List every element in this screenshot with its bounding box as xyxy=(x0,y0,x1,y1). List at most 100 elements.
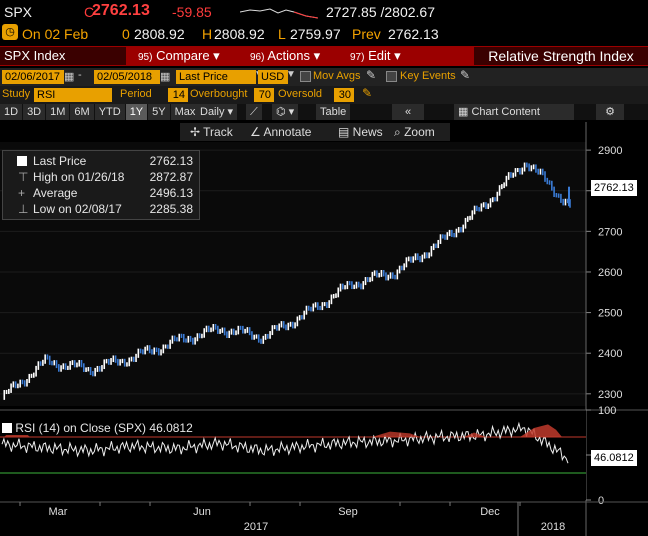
ticker: SPX xyxy=(4,4,33,20)
end-date-input[interactable]: 02/05/2018 xyxy=(94,70,160,84)
currency-select[interactable]: USD xyxy=(258,70,288,84)
rsi-label: RSI (14) on Close (SPX) 46.0812 xyxy=(2,421,197,435)
candle-icon[interactable]: ⌬ ▾ xyxy=(272,104,300,120)
overbought-input[interactable]: 70 xyxy=(254,88,274,102)
rsi-axis-label: 0 xyxy=(598,495,604,507)
rsi-line xyxy=(1,421,569,464)
high-value: 2808.92 xyxy=(214,26,265,42)
chart-content-button[interactable]: ▦ Chart Content xyxy=(454,104,575,120)
zoom-button[interactable]: ⌕ Zoom xyxy=(394,125,435,139)
legend-row: ⊥ Low on 02/08/17 2285.38 xyxy=(3,201,199,217)
actions-button[interactable]: 96) Actions ▾ xyxy=(250,47,320,65)
track-label: Track xyxy=(203,125,233,139)
chart-canvas[interactable]: 2300240025002600270028002900050100MarJun… xyxy=(0,122,648,536)
date-controls: 02/06/2017 ▦ - 02/05/2018 ▦ Last Price ▼… xyxy=(0,68,648,86)
period-label: Period xyxy=(120,88,152,100)
period-1d[interactable]: 1D xyxy=(0,104,24,120)
mov-avgs-label: Mov Avgs xyxy=(313,70,361,82)
overbought-fill xyxy=(464,432,486,437)
chevron-down-icon[interactable]: ▼ xyxy=(286,69,296,80)
line-chart-icon[interactable]: ⟋ xyxy=(246,104,263,120)
tool-strip: ✢ Track ∠ Annotate ▤ News ⌕ Zoom xyxy=(180,123,450,141)
open-label: 0 xyxy=(122,26,130,42)
frequency-select[interactable]: Daily ▾ xyxy=(196,104,239,120)
table-button[interactable]: Table xyxy=(316,104,352,120)
legend-row: Last Price 2762.13 xyxy=(3,153,199,169)
study-label: Study xyxy=(2,88,31,100)
edit-num: 97) xyxy=(350,52,365,63)
overbought-fill xyxy=(372,431,420,437)
overbought-fill xyxy=(520,424,562,437)
key-events-label: Key Events xyxy=(400,70,456,82)
key-events-checkbox[interactable] xyxy=(386,71,397,82)
news-button[interactable]: ▤ News xyxy=(338,125,383,139)
legend-marker-icon: + xyxy=(18,186,26,200)
legend-label: High on 01/26/18 xyxy=(33,170,125,184)
high-label: H xyxy=(202,26,213,42)
year-label: 2018 xyxy=(541,521,565,533)
last-price: 2762.13 xyxy=(92,2,150,19)
chevron-down-icon: ▾ xyxy=(213,48,220,63)
price-axis-label: 2600 xyxy=(598,267,622,279)
edit-button[interactable]: 97) Edit ▾ xyxy=(350,47,401,65)
legend-row: + Average 2496.13 xyxy=(3,185,199,201)
period-bar: 1D 3D 1M 6M YTD 1Y 5Y Max Daily ▾ ⟋ ⌬ ▾ Table «… xyxy=(0,104,648,120)
chevron-down-icon: ▾ xyxy=(394,48,401,63)
calendar-icon[interactable]: ▦ xyxy=(160,71,171,83)
price-axis-label: 2300 xyxy=(598,389,622,401)
period-3d[interactable]: 3D xyxy=(23,104,47,120)
security-title: SPX Index xyxy=(0,47,126,65)
change-marker: C xyxy=(84,4,95,20)
period-6m[interactable]: 6M xyxy=(70,104,95,120)
price-axis-label: 2900 xyxy=(598,145,622,157)
quote-header: SPX C 2762.13 -59.85 2727.85 /2802.67 xyxy=(0,0,648,22)
pencil-icon[interactable]: ✎ xyxy=(366,68,377,82)
price-type-select[interactable]: Last Price xyxy=(176,70,256,84)
period-1y[interactable]: 1Y xyxy=(125,104,149,120)
rsi-badge: 46.0812 xyxy=(591,450,637,466)
period-1m[interactable]: 1M xyxy=(46,104,71,120)
period-input[interactable]: 14 xyxy=(168,88,188,102)
day-range: 2727.85 /2802.67 xyxy=(326,4,435,20)
edit-label: Edit xyxy=(368,48,391,63)
rsi-swatch xyxy=(2,423,12,433)
last-price-badge: 2762.13 xyxy=(591,180,637,196)
chart-icon: ▦ xyxy=(458,106,469,118)
open-value: 2808.92 xyxy=(134,26,185,42)
period-list: 1D 3D 1M 6M YTD 1Y 5Y Max xyxy=(0,104,201,120)
x-axis-label: Mar xyxy=(49,506,68,518)
pencil-icon[interactable]: ✎ xyxy=(460,68,471,82)
collapse-icon[interactable]: « xyxy=(392,104,425,120)
price-axis-label: 2500 xyxy=(598,308,622,320)
calendar-icon[interactable]: ▦ xyxy=(64,71,75,83)
chart-legend: Last Price 2762.13 ⊤ High on 01/26/18 2872.8… xyxy=(2,150,200,220)
pencil-icon[interactable]: ✎ xyxy=(362,86,373,100)
rsi-label-text: RSI (14) on Close (SPX) 46.0812 xyxy=(15,421,193,435)
annotate-label: Annotate xyxy=(263,125,312,139)
study-select[interactable]: RSI xyxy=(34,88,112,102)
low-value: 2759.97 xyxy=(290,26,341,42)
legend-marker-icon: ⊥ xyxy=(18,202,29,216)
price-change: -59.85 xyxy=(172,4,212,20)
study-controls: Study RSI Period 14 Overbought 70 Overso… xyxy=(0,86,648,104)
compare-button[interactable]: 95) Compare ▾ xyxy=(138,47,220,65)
chart-tools: ✢ Track ∠ Annotate ▤ News ⌕ Zoom xyxy=(0,122,648,142)
start-date-input[interactable]: 02/06/2017 xyxy=(2,70,64,84)
annotate-button[interactable]: ∠ Annotate xyxy=(250,125,312,139)
x-axis-label: Sep xyxy=(338,506,358,518)
year-label: 2017 xyxy=(244,521,268,533)
compare-label: Compare xyxy=(156,48,210,63)
gear-icon[interactable]: ⚙ xyxy=(596,104,625,120)
news-label: News xyxy=(352,125,383,139)
track-button[interactable]: ✢ Track xyxy=(190,125,233,139)
period-ytd[interactable]: YTD xyxy=(94,104,126,120)
legend-label: Last Price xyxy=(33,154,87,168)
mov-avgs-checkbox[interactable] xyxy=(300,71,311,82)
period-max[interactable]: Max xyxy=(170,104,201,120)
oversold-input[interactable]: 30 xyxy=(334,88,354,102)
overbought-label: Overbought xyxy=(190,88,248,100)
price-axis-label: 2700 xyxy=(598,226,622,238)
legend-row: ⊤ High on 01/26/18 2872.87 xyxy=(3,169,199,185)
legend-value: 2762.13 xyxy=(149,154,193,168)
period-5y[interactable]: 5Y xyxy=(148,104,171,120)
